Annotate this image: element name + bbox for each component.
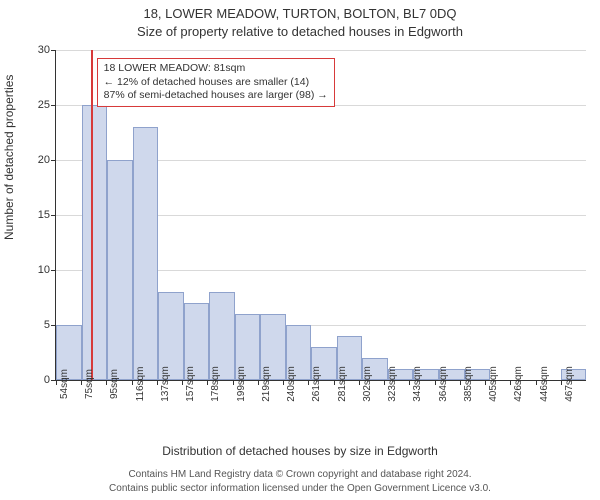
x-tick-mark	[132, 380, 133, 385]
x-tick-mark	[384, 380, 385, 385]
y-axis-label: Number of detached properties	[2, 75, 16, 240]
x-tick-mark	[510, 380, 511, 385]
y-tick-mark	[51, 215, 56, 216]
x-tick-label: 364sqm	[438, 366, 449, 402]
x-tick-label: 199sqm	[236, 366, 247, 402]
x-tick-mark	[283, 380, 284, 385]
x-tick-mark	[435, 380, 436, 385]
x-tick-mark	[485, 380, 486, 385]
y-tick-mark	[51, 325, 56, 326]
x-tick-mark	[233, 380, 234, 385]
x-tick-label: 323sqm	[387, 366, 398, 402]
x-tick-mark	[81, 380, 82, 385]
y-tick-label: 5	[44, 319, 50, 331]
caption-line-1: Contains HM Land Registry data © Crown c…	[0, 469, 600, 480]
x-tick-label: 467sqm	[564, 366, 575, 402]
x-tick-label: 261sqm	[311, 366, 322, 402]
x-tick-label: 385sqm	[463, 366, 474, 402]
annotation-box: 18 LOWER MEADOW: 81sqm ← 12% of detached…	[97, 58, 335, 107]
x-tick-label: 405sqm	[488, 366, 499, 402]
histogram-bar	[107, 160, 133, 380]
x-tick-mark	[536, 380, 537, 385]
histogram-bar	[82, 105, 108, 380]
x-tick-mark	[157, 380, 158, 385]
y-tick-mark	[51, 105, 56, 106]
y-tick-label: 0	[44, 374, 50, 386]
x-tick-label: 426sqm	[513, 366, 524, 402]
x-tick-label: 95sqm	[109, 369, 120, 399]
histogram-bar	[133, 127, 159, 380]
x-tick-label: 75sqm	[84, 369, 95, 399]
plot-area: 18 LOWER MEADOW: 81sqm ← 12% of detached…	[55, 50, 585, 380]
title-line-2: Size of property relative to detached ho…	[0, 24, 600, 39]
x-tick-label: 240sqm	[286, 366, 297, 402]
x-tick-mark	[334, 380, 335, 385]
y-tick-label: 25	[38, 99, 50, 111]
chart-container: 18, LOWER MEADOW, TURTON, BOLTON, BL7 0D…	[0, 0, 600, 500]
annotation-line-1: 18 LOWER MEADOW: 81sqm	[104, 62, 328, 76]
x-tick-mark	[106, 380, 107, 385]
x-tick-label: 137sqm	[160, 366, 171, 402]
x-tick-mark	[409, 380, 410, 385]
reference-marker-line	[91, 50, 93, 380]
x-tick-mark	[561, 380, 562, 385]
x-tick-mark	[207, 380, 208, 385]
annotation-line-3: 87% of semi-detached houses are larger (…	[104, 89, 328, 103]
x-tick-mark	[359, 380, 360, 385]
y-tick-label: 30	[38, 44, 50, 56]
x-tick-mark	[182, 380, 183, 385]
y-tick-mark	[51, 160, 56, 161]
x-tick-mark	[308, 380, 309, 385]
y-tick-mark	[51, 50, 56, 51]
plot-inner: 18 LOWER MEADOW: 81sqm ← 12% of detached…	[55, 50, 586, 381]
y-tick-label: 20	[38, 154, 50, 166]
x-tick-label: 54sqm	[59, 369, 70, 399]
y-tick-label: 10	[38, 264, 50, 276]
x-tick-label: 178sqm	[210, 366, 221, 402]
x-tick-label: 157sqm	[185, 366, 196, 402]
title-line-1: 18, LOWER MEADOW, TURTON, BOLTON, BL7 0D…	[0, 6, 600, 21]
x-tick-label: 116sqm	[135, 367, 146, 402]
x-tick-mark	[258, 380, 259, 385]
x-tick-label: 446sqm	[539, 366, 550, 402]
y-tick-label: 15	[38, 209, 50, 221]
x-tick-label: 343sqm	[412, 366, 423, 402]
x-tick-label: 219sqm	[261, 366, 272, 402]
y-tick-mark	[51, 270, 56, 271]
caption-line-2: Contains public sector information licen…	[0, 483, 600, 494]
x-tick-label: 302sqm	[362, 366, 373, 402]
x-axis-label: Distribution of detached houses by size …	[0, 444, 600, 458]
x-tick-mark	[460, 380, 461, 385]
annotation-line-2: ← 12% of detached houses are smaller (14…	[104, 76, 328, 90]
x-tick-label: 281sqm	[337, 366, 348, 402]
x-tick-mark	[56, 380, 57, 385]
